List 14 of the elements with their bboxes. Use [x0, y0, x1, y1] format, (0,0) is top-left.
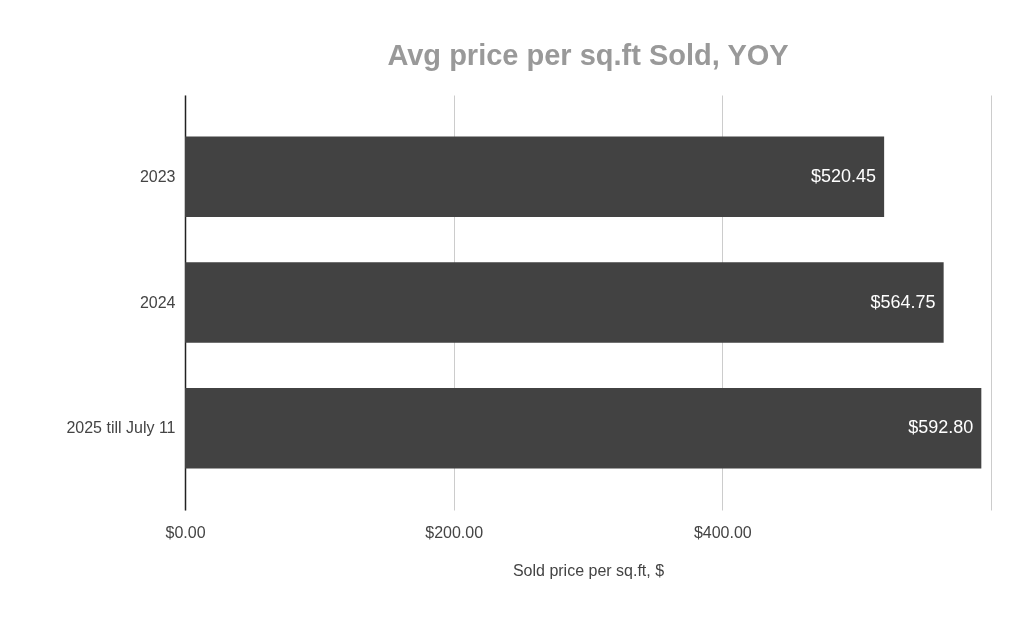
y-tick-label: 2025 till July 11	[66, 419, 176, 437]
x-tick-label: $200.00	[425, 523, 484, 541]
data-label: $592.80	[908, 417, 974, 438]
x-tick-label: $400.00	[693, 523, 752, 541]
y-tick-label: 2024	[139, 293, 176, 311]
data-label: $520.45	[811, 165, 877, 186]
x-axis-title: Sold price per sq.ft, $	[512, 561, 665, 579]
chart-title: Avg price per sq.ft Sold, YOY	[387, 39, 789, 71]
bar	[185, 388, 982, 469]
data-label: $564.75	[870, 291, 936, 312]
y-tick-label: 2023	[139, 167, 176, 185]
x-tick-label: $0.00	[165, 523, 206, 541]
bar	[185, 136, 885, 217]
bar	[185, 262, 944, 343]
